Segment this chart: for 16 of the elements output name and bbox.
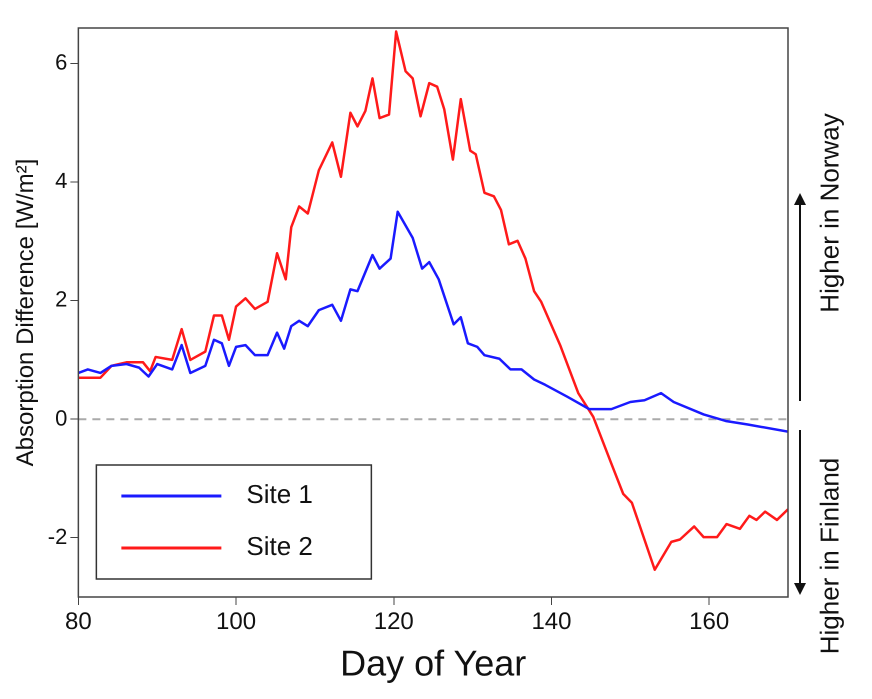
x-tick-label: 80 xyxy=(65,608,92,636)
text: Higher in Finland xyxy=(814,458,846,654)
x-tick-label: 120 xyxy=(374,608,414,636)
y-tick-label: 6 xyxy=(55,50,68,75)
legend-label: Site 2 xyxy=(246,531,313,562)
y-tick-label: 2 xyxy=(55,286,68,312)
y-tick-label: 0 xyxy=(55,405,68,430)
legend-label: Site 1 xyxy=(246,479,313,510)
text: Higher in Norway xyxy=(814,113,846,313)
x-axis-title: Day of Year xyxy=(340,642,526,684)
x-tick-label: 160 xyxy=(689,608,730,636)
x-tick-label: 100 xyxy=(216,608,256,636)
y-axis-title: Absorption Difference [W/m²] xyxy=(12,158,40,466)
y-tick-label: -2 xyxy=(48,524,68,549)
y-tick-label: 4 xyxy=(55,168,68,194)
x-tick-label: 140 xyxy=(531,608,572,636)
